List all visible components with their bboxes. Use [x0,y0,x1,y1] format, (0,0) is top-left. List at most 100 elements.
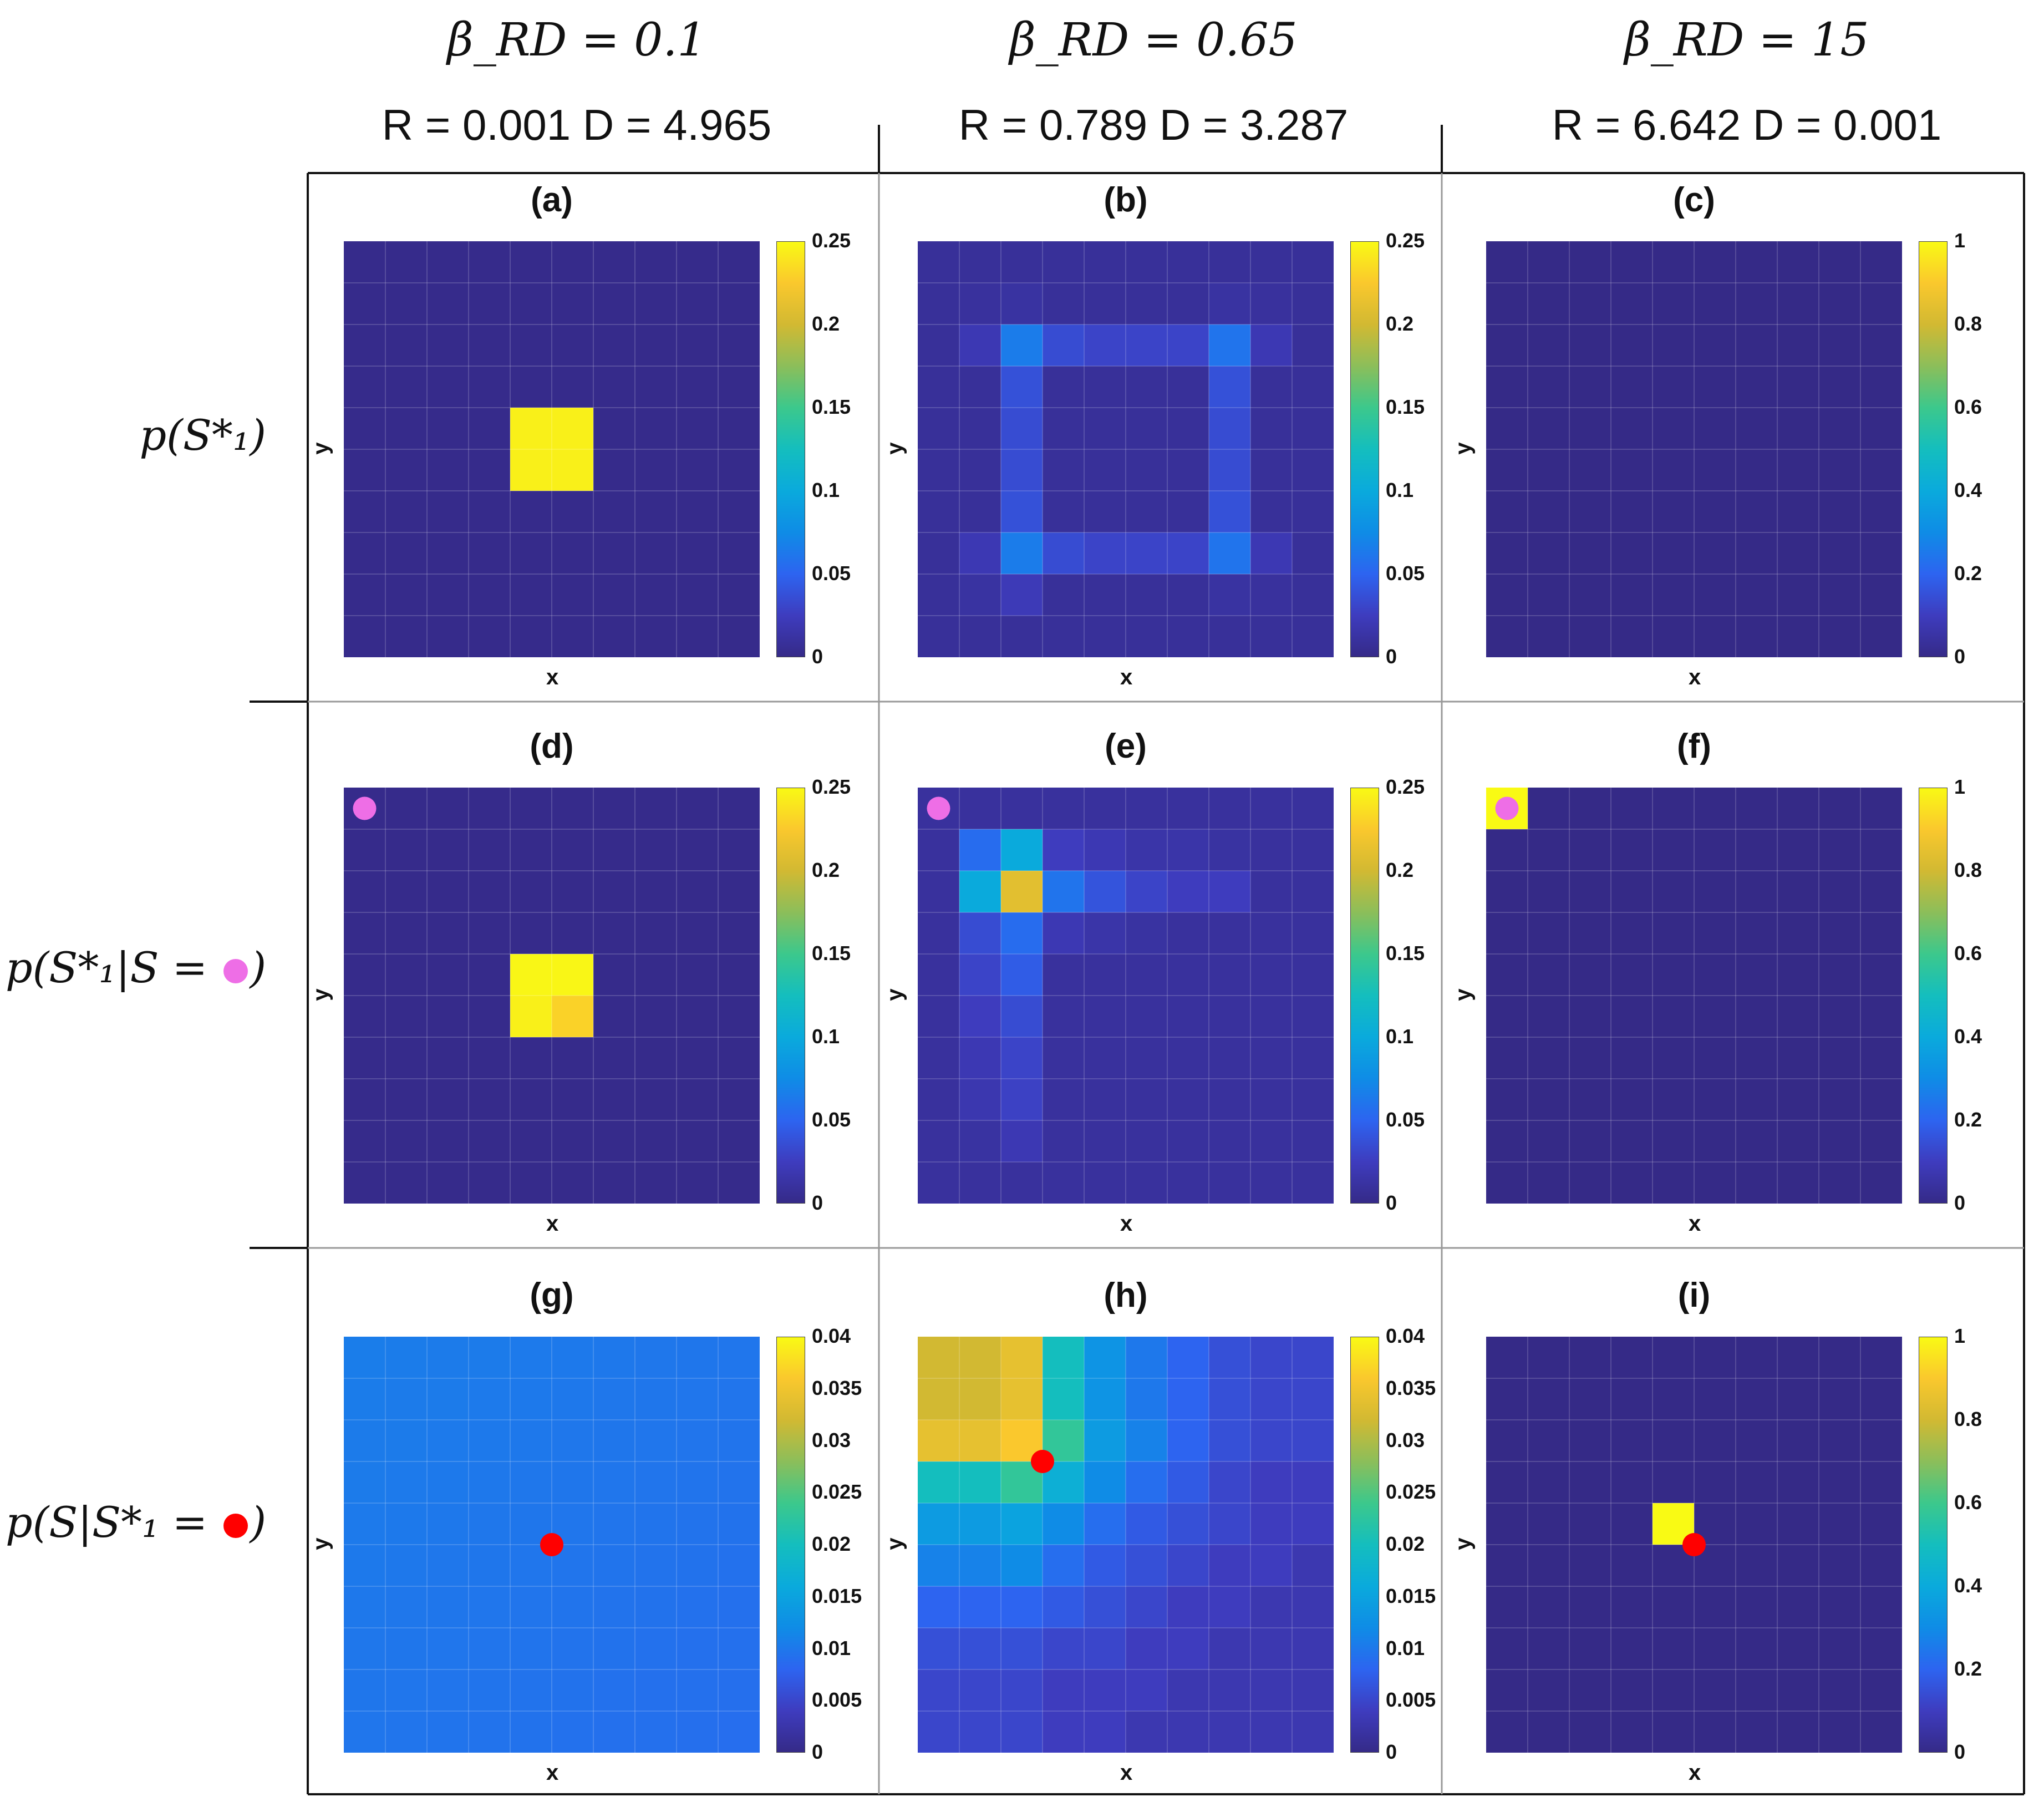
heatmap-cell [718,449,760,491]
colorbar-gradient [1350,241,1379,657]
heatmap-cell [1528,871,1570,913]
heatmap-cell [510,1711,552,1753]
heatmap-cell [1777,871,1819,913]
row-3-label: p(S|S*₁ = ) [6,1492,266,1553]
heatmap-cell [1126,1711,1168,1753]
heatmap-cell [1694,324,1736,367]
heatmap-cell [385,1545,428,1587]
heatmap-cell [635,1711,677,1753]
heatmap-cell [1084,1669,1126,1712]
heatmap-cell [959,1628,1001,1670]
colorbar-tick-label: 0.4 [1954,1025,1982,1048]
heatmap-cell [469,912,511,955]
heatmap-cell [1528,1420,1570,1462]
heatmap-cell [1043,574,1085,616]
heatmap-cell [959,1037,1001,1079]
heatmap-cell [1569,532,1611,575]
heatmap-cell [1250,954,1293,996]
heatmap-cell [718,1586,760,1628]
heatmap-cell [635,1037,677,1079]
heatmap-cell [718,1711,760,1753]
heatmap-cell [1043,449,1085,491]
heatmap-g [344,1337,760,1753]
heatmap-cell [635,408,677,450]
heatmap-cell [385,954,428,996]
colorbar-tick-label: 0.2 [1954,1657,1982,1680]
heatmap-cell [1694,1628,1736,1670]
heatmap-cell [1084,788,1126,830]
heatmap-cell [469,283,511,325]
heatmap-cell [344,1120,386,1163]
heatmap-cell [677,324,719,367]
heatmap-cell [1611,366,1653,408]
heatmap-cell [1126,1079,1168,1121]
heatmap-cell [1001,241,1043,283]
colorbar-b [1350,241,1379,657]
heatmap-cell [1209,996,1251,1038]
heatmap-cell [918,829,960,871]
heatmap-cell [1528,449,1570,491]
heatmap-cell [677,829,719,871]
heatmap-cell [635,996,677,1038]
heatmap-cell [1528,788,1570,830]
heatmap-cell [427,1120,469,1163]
x-axis-label: x [1689,665,1701,689]
heatmap-cell [1126,954,1168,996]
heatmap-cell [1569,1461,1611,1504]
heatmap-cell [1860,954,1902,996]
heatmap-cell [385,616,428,657]
heatmap-cell [1736,574,1778,616]
heatmap-cell [1001,1378,1043,1420]
heatmap-cell [1084,1545,1126,1587]
heatmap-cell [1611,532,1653,575]
heatmap-cell [1528,996,1570,1038]
heatmap-cell [1250,788,1293,830]
heatmap-cell [344,1461,386,1504]
heatmap-cell [344,1711,386,1753]
heatmap-cell [1694,829,1736,871]
heatmap-cell [1736,408,1778,450]
heatmap-cell [1209,912,1251,955]
heatmap-cell [552,1420,594,1462]
heatmap-cell [593,954,635,996]
heatmap-cell [1486,1378,1528,1420]
heatmap-cell [1167,283,1209,325]
heatmap-cell [385,1120,428,1163]
heatmap-cell [1736,996,1778,1038]
heatmap-cell [1209,1420,1251,1462]
heatmap-cell [677,912,719,955]
heatmap-cell [1653,574,1695,616]
heatmap-cell [959,996,1001,1038]
heatmap-cell [1611,491,1653,533]
heatmap-cell [1126,574,1168,616]
heatmap-cell [1292,1337,1334,1379]
heatmap-cell [1250,283,1293,325]
heatmap-cell [1250,871,1293,913]
heatmap-cell [635,1162,677,1204]
heatmap-cell [1694,1079,1736,1121]
heatmap-cell [1292,1503,1334,1545]
heatmap-cell [1292,1461,1334,1504]
heatmap-cell [1819,491,1861,533]
heatmap-cell [1001,574,1043,616]
heatmap-cell [1043,996,1085,1038]
heatmap-cell [1736,283,1778,325]
heatmap-cell [1611,1503,1653,1545]
heatmap-cell [1528,1037,1570,1079]
heatmap-cell [1777,241,1819,283]
heatmap-cell [718,912,760,955]
heatmap-cell [593,1337,635,1379]
heatmap-cell [1486,954,1528,996]
heatmap-cell [510,788,552,830]
heatmap-cell [1611,1120,1653,1163]
heatmap-cell [593,1669,635,1712]
heatmap-cell [593,1420,635,1462]
colorbar-gradient [1919,1337,1948,1753]
heatmap-cell [1486,283,1528,325]
heatmap-cell [1528,574,1570,616]
heatmap-cell [552,532,594,575]
heatmap-cell [1611,1162,1653,1204]
heatmap-cell [1250,1503,1293,1545]
heatmap-cell [1167,1378,1209,1420]
colorbar-g [776,1337,805,1753]
